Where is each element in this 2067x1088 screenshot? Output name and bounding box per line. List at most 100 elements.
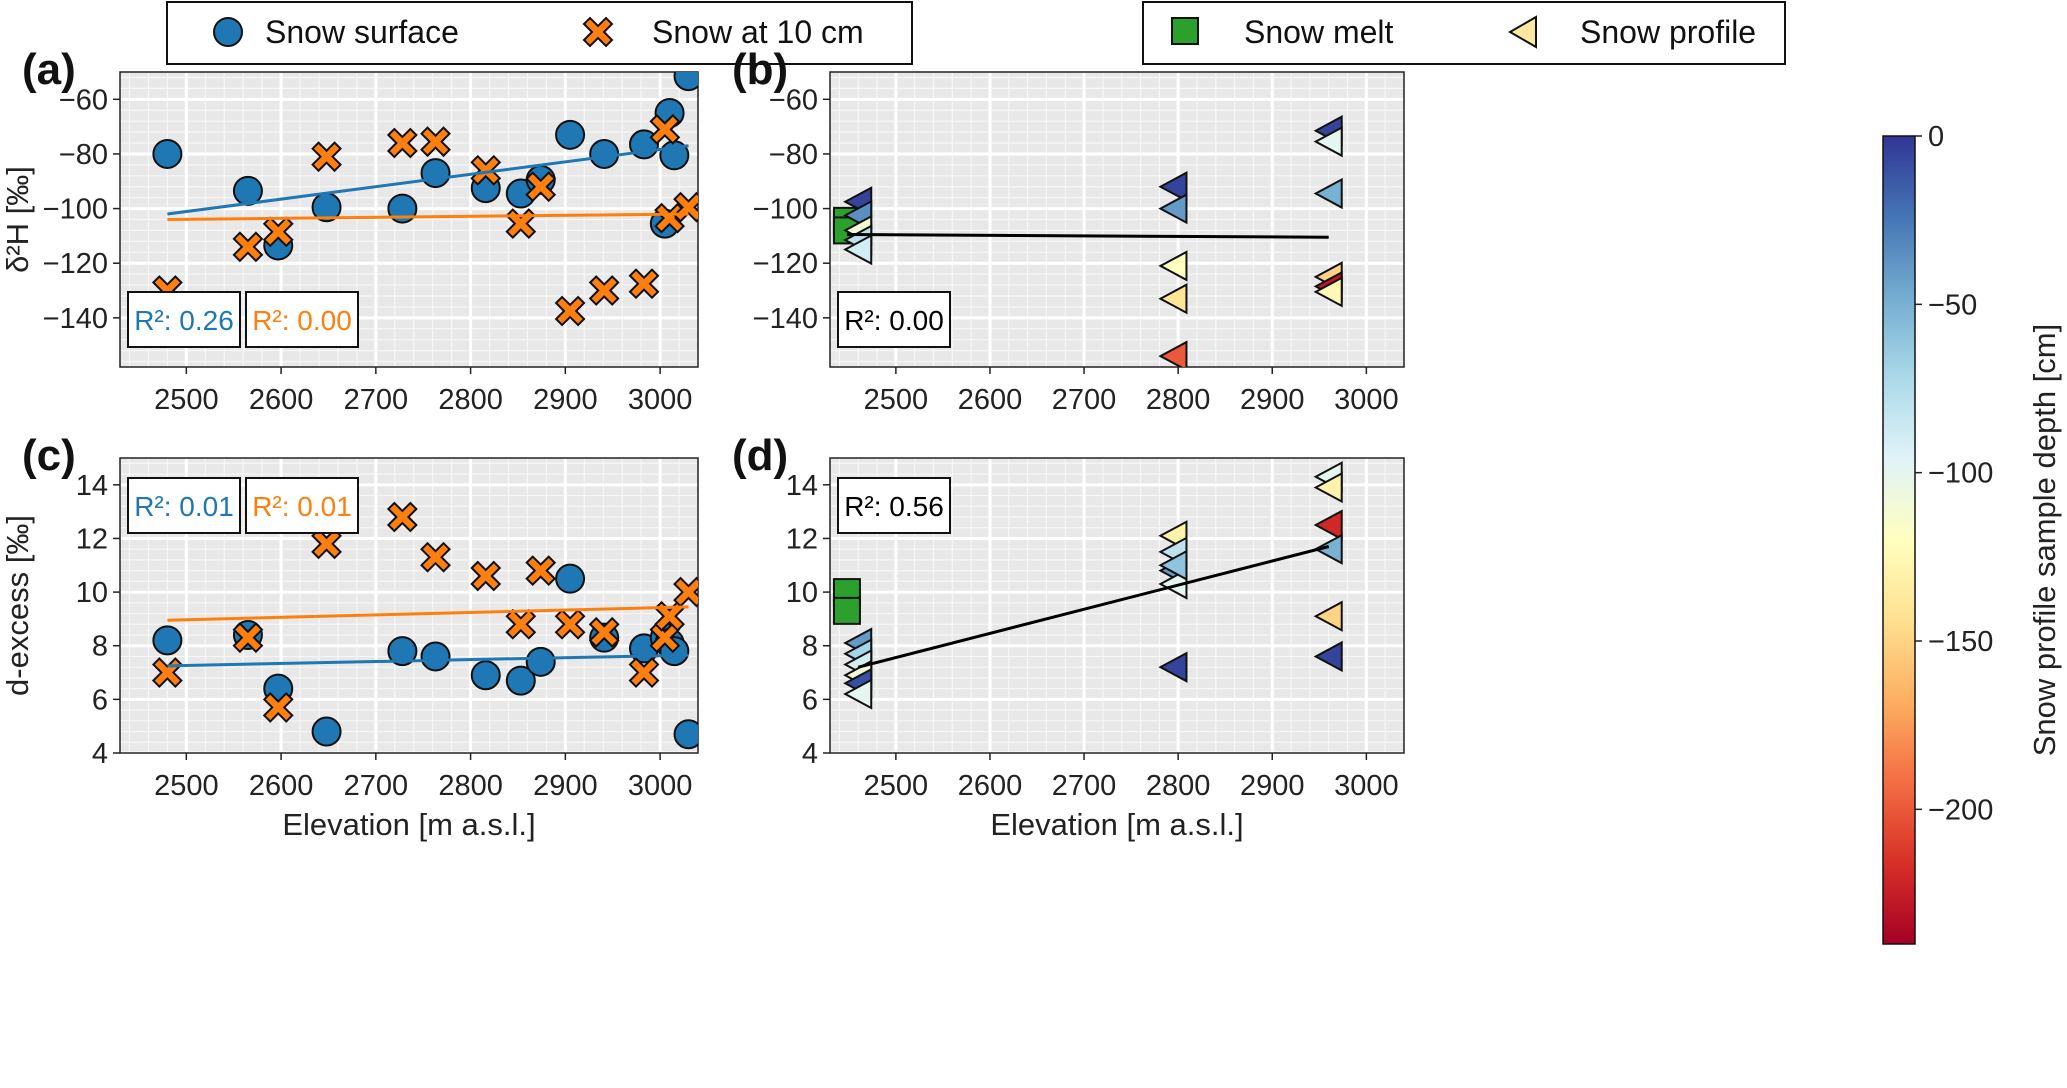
point-snow-10cm: [262, 691, 294, 723]
point-snow-profile: [1158, 340, 1188, 367]
point-snow-surface: [505, 665, 536, 696]
x-tick-label: 2600: [249, 384, 314, 416]
point-snow-10cm: [588, 275, 620, 306]
colorbar-tick-label: −50: [1928, 289, 1977, 321]
colorbar-gradient: [1882, 135, 1916, 945]
point-snow-surface: [673, 719, 698, 750]
y-axis-label: δ²H [‰]: [0, 166, 35, 273]
y-tick-label: −80: [769, 139, 818, 171]
r2-box: [837, 291, 951, 348]
point-snow-surface: [311, 716, 342, 747]
point-snow-profile: [1158, 171, 1188, 203]
legend-profile-label: Snow profile: [1580, 14, 1756, 50]
point-snow-10cm: [420, 126, 451, 158]
x-tick-label: 2800: [1146, 770, 1211, 802]
x-tick-label: 3000: [1334, 770, 1399, 802]
point-snow-profile: [843, 233, 873, 266]
regression-line: [857, 545, 1330, 669]
point-snow-10cm: [311, 141, 342, 173]
colorbar-tick-label: −200: [1928, 794, 1993, 826]
x-tick-label: 2700: [344, 770, 409, 802]
point-snow-profile: [1158, 250, 1188, 282]
regression-line: [167, 653, 689, 668]
legend-profile-marker: [1507, 15, 1537, 49]
x-tick-label: 2900: [533, 384, 598, 416]
point-snow-10cm: [654, 202, 685, 234]
point-snow-surface: [152, 138, 183, 169]
x-tick-label: 2900: [533, 770, 598, 802]
y-tick-label: 12: [76, 523, 108, 555]
point-snow-10cm: [525, 171, 557, 203]
point-snow-10cm: [554, 608, 586, 640]
colorbar-tick-label: −150: [1928, 626, 1993, 658]
colorbar-tick-label: −100: [1928, 458, 1993, 490]
x-tick-label: 2900: [1240, 384, 1305, 416]
legend-tencm-marker: [582, 16, 614, 48]
point-snow-10cm: [420, 541, 451, 573]
x-tick-label: 2800: [1146, 384, 1211, 416]
plot-frame: [829, 457, 1405, 754]
point-snow-10cm: [628, 268, 660, 300]
point-snow-surface: [470, 660, 501, 691]
x-tick-label: 2700: [344, 384, 409, 416]
y-tick-label: 6: [92, 684, 108, 716]
point-snow-surface: [152, 625, 183, 656]
point-snow-surface: [589, 138, 620, 169]
point-snow-surface: [232, 175, 263, 206]
point-snow-surface: [525, 646, 556, 677]
point-snow-profile: [843, 678, 873, 710]
y-tick-label: 8: [92, 631, 108, 663]
point-snow-profile: [1313, 177, 1343, 210]
r2-value: R²: 0.00: [252, 305, 352, 336]
y-tick-label: 14: [76, 470, 108, 502]
panel-b: 2500 2600 2700 2800 2900 3000 −60 −80 −100 −120 −1…: [732, 45, 1405, 416]
y-tick-label: −60: [59, 84, 108, 116]
y-tick-label: 4: [802, 738, 818, 770]
r2-value: R²: 0.01: [134, 491, 234, 522]
r2-box: [245, 291, 359, 348]
x-tick-label: 3000: [628, 384, 693, 416]
point-snow-10cm: [386, 501, 418, 533]
point-snow-10cm: [588, 616, 620, 648]
point-snow-10cm: [470, 154, 502, 186]
y-tick-label: −140: [753, 303, 818, 335]
r2-value: R²: 0.56: [844, 491, 944, 522]
point-snow-10cm: [311, 528, 342, 560]
legend-surface-label: Snow surface: [265, 14, 459, 50]
colorbar-tick-label: 0: [1928, 121, 1944, 153]
y-tick-label: 14: [786, 470, 818, 502]
y-tick-label: 6: [802, 684, 818, 716]
x-axis-label: Elevation [m a.s.l.]: [282, 807, 535, 842]
r2-box: [127, 477, 241, 534]
legend-right: Snow melt Snow profile: [1142, 1, 1786, 65]
data-layer: [151, 501, 698, 750]
point-snow-surface: [555, 119, 586, 150]
r2-box: [837, 477, 951, 534]
panel-label: (b): [732, 45, 788, 94]
data-layer: [832, 461, 1343, 710]
x-tick-label: 2500: [864, 384, 929, 416]
point-snow-10cm: [505, 608, 537, 640]
point-snow-profile: [1158, 283, 1188, 315]
point-snow-10cm: [554, 295, 586, 327]
point-snow-profile: [1313, 125, 1343, 158]
y-tick-label: 10: [76, 577, 108, 609]
point-snow-10cm: [470, 560, 502, 592]
regression-line: [167, 212, 689, 221]
r2-value: R²: 0.00: [844, 305, 944, 336]
regression-line: [167, 605, 689, 622]
x-tick-label: 2500: [154, 384, 219, 416]
data-layer: [151, 72, 698, 327]
point-snow-10cm: [386, 127, 418, 159]
y-tick-label: 10: [786, 577, 818, 609]
x-tick-label: 2600: [249, 770, 314, 802]
data-layer: [832, 115, 1343, 367]
point-snow-profile: [1158, 192, 1188, 225]
y-tick-label: 4: [92, 738, 108, 770]
legend-surface-marker: [213, 17, 243, 47]
x-tick-label: 2600: [958, 384, 1023, 416]
point-snow-10cm: [654, 600, 685, 632]
y-tick-label: −140: [43, 303, 108, 335]
y-axis-label: d-excess [‰]: [0, 515, 35, 696]
